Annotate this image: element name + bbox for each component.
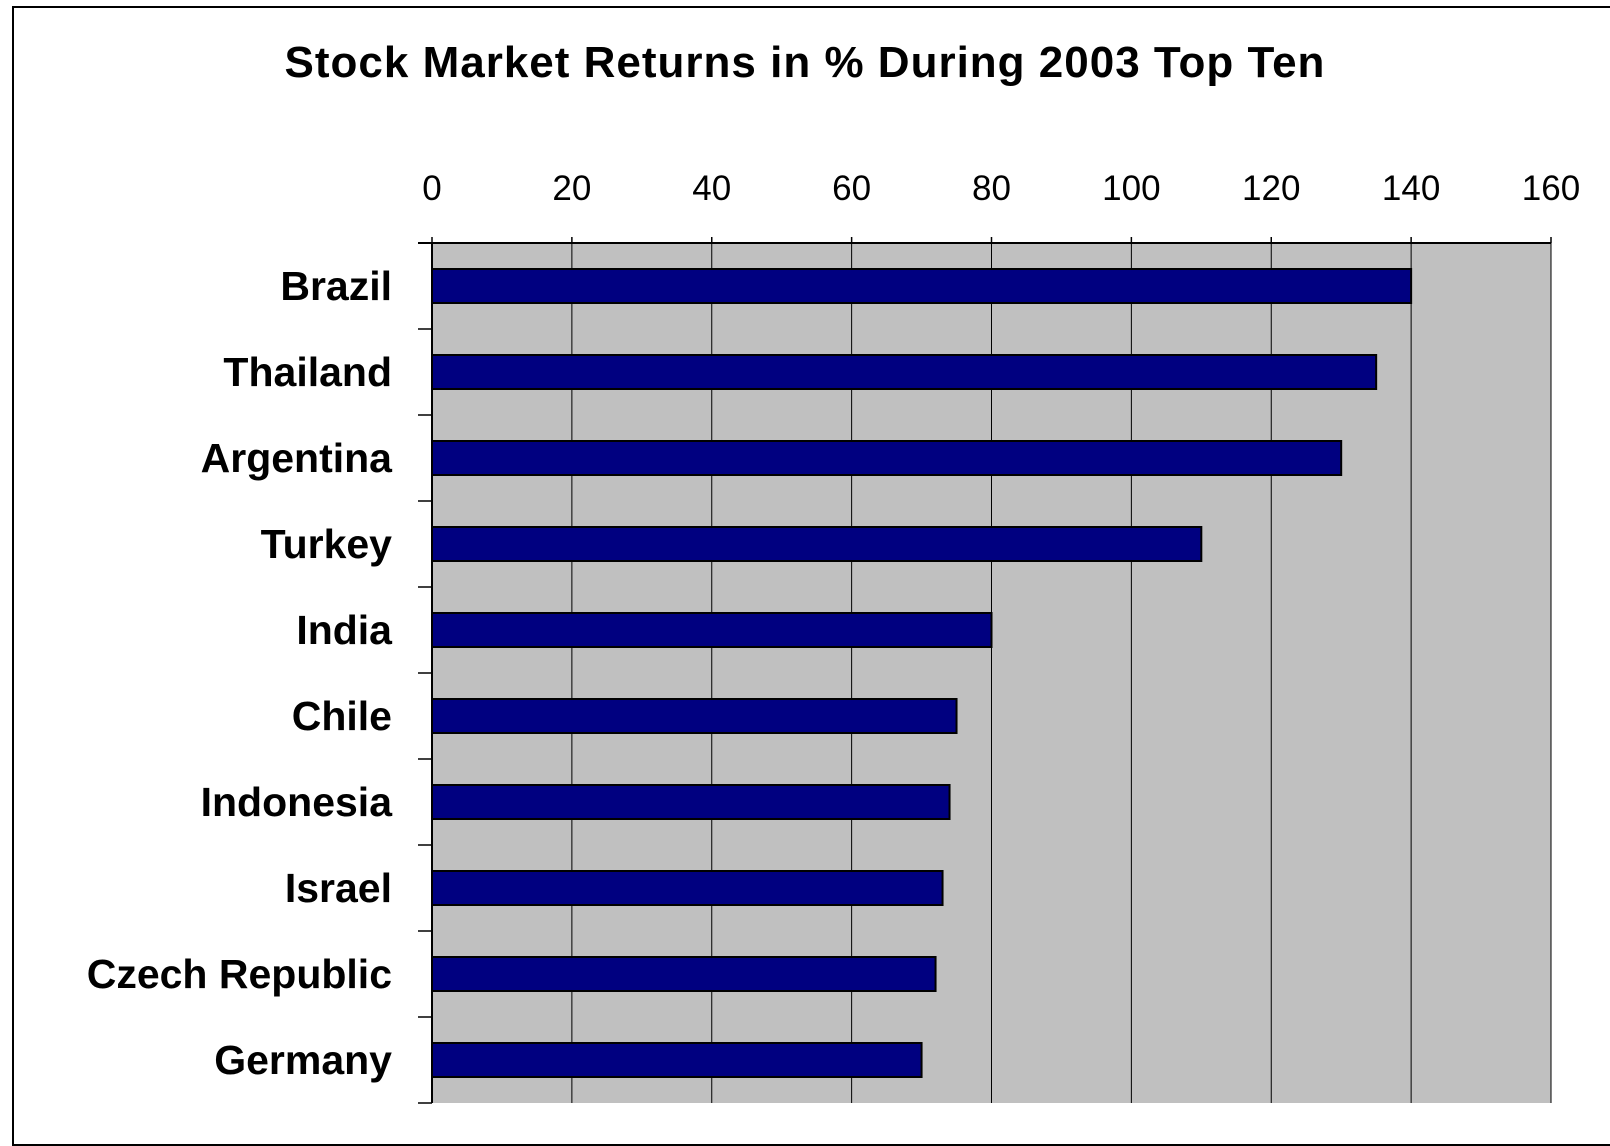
bar [431, 870, 944, 906]
category-label: Israel [285, 865, 392, 911]
bar [431, 526, 1203, 562]
category-label: Argentina [201, 435, 394, 481]
category-label: Indonesia [201, 779, 394, 825]
x-tick-label: 140 [1382, 169, 1440, 208]
bar [431, 1042, 923, 1078]
x-tick-label: 160 [1522, 169, 1580, 208]
category-label: Brazil [280, 263, 392, 309]
category-label: India [296, 607, 393, 653]
category-label: Thailand [223, 349, 392, 395]
bar [431, 354, 1378, 390]
plot-area: 0 20 40 60 80 100 120 140 160 Brazil Thailand Argen… [87, 169, 1580, 1104]
bar [431, 956, 937, 992]
category-label: Turkey [261, 521, 393, 567]
category-label: Czech Republic [87, 951, 392, 997]
x-tick-label: 20 [552, 169, 591, 208]
bar [431, 698, 958, 734]
bar [431, 440, 1343, 476]
x-tick-label: 60 [832, 169, 871, 208]
category-label: Chile [292, 693, 392, 739]
x-tick-label: 80 [972, 169, 1011, 208]
bar [431, 268, 1413, 304]
x-tick-label: 120 [1242, 169, 1300, 208]
bar [431, 612, 993, 648]
chart-title: Stock Market Returns in % During 2003 To… [284, 38, 1326, 87]
x-tick-label: 40 [692, 169, 731, 208]
x-tick-label: 100 [1102, 169, 1160, 208]
x-tick-label: 0 [422, 169, 441, 208]
category-label: Germany [214, 1037, 392, 1083]
bar [431, 784, 951, 820]
